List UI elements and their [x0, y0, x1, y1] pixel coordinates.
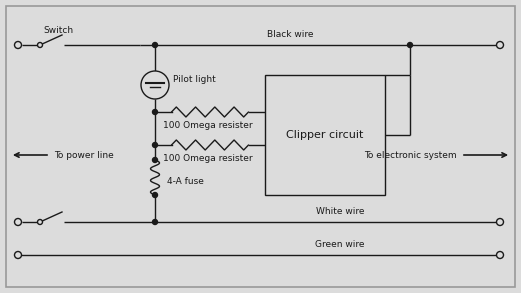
Circle shape — [153, 219, 157, 224]
Circle shape — [15, 251, 21, 258]
Circle shape — [15, 42, 21, 49]
Text: 100 Omega resister: 100 Omega resister — [163, 154, 253, 163]
Circle shape — [38, 42, 43, 47]
Text: Clipper circuit: Clipper circuit — [287, 130, 364, 140]
Circle shape — [153, 142, 157, 147]
Circle shape — [141, 71, 169, 99]
Circle shape — [497, 251, 503, 258]
Text: 100 Omega resister: 100 Omega resister — [163, 121, 253, 130]
Circle shape — [153, 158, 157, 163]
Text: Green wire: Green wire — [315, 240, 365, 249]
Circle shape — [15, 219, 21, 226]
Circle shape — [153, 42, 157, 47]
Circle shape — [153, 110, 157, 115]
Circle shape — [497, 219, 503, 226]
Circle shape — [38, 219, 43, 224]
Text: To power line: To power line — [54, 151, 114, 159]
Text: To electronic system: To electronic system — [364, 151, 457, 159]
Circle shape — [153, 193, 157, 197]
Text: Switch: Switch — [43, 26, 73, 35]
Circle shape — [407, 42, 413, 47]
Bar — [265, 75, 385, 195]
Text: 4-A fuse: 4-A fuse — [167, 177, 204, 186]
Text: Pilot light: Pilot light — [173, 76, 216, 84]
Text: White wire: White wire — [316, 207, 364, 216]
Circle shape — [497, 42, 503, 49]
Text: Black wire: Black wire — [267, 30, 313, 39]
